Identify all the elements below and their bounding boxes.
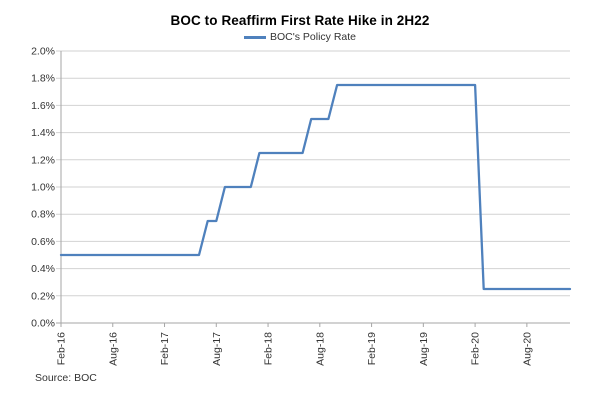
x-tick-label: Aug-16 <box>107 332 119 366</box>
y-tick-label: 1.4% <box>31 127 55 139</box>
x-tick-label: Feb-17 <box>159 332 171 365</box>
x-tick-label: Aug-18 <box>314 332 326 366</box>
y-tick-label: 0.0% <box>31 318 55 330</box>
x-tick-label: Feb-18 <box>263 332 275 365</box>
y-tick-label: 1.2% <box>31 154 55 166</box>
y-tick-label: 0.8% <box>31 209 55 221</box>
y-tick-label: 0.2% <box>31 290 55 302</box>
x-tick-label: Feb-16 <box>56 332 68 365</box>
y-tick-label: 1.8% <box>31 73 55 85</box>
x-tick-label: Feb-20 <box>470 332 482 365</box>
legend-label: BOC's Policy Rate <box>269 31 357 43</box>
policy-rate-line <box>59 83 572 291</box>
legend-line-icon <box>243 35 266 39</box>
y-tick-label: 1.6% <box>31 100 55 112</box>
chart-legend: BOC's Policy Rate <box>0 31 600 43</box>
x-tick-label: Aug-19 <box>418 332 430 366</box>
y-tick-label: 0.6% <box>31 236 55 248</box>
x-tick-label: Feb-19 <box>366 332 378 365</box>
x-tick-label: Aug-17 <box>211 332 223 366</box>
y-tick-label: 1.0% <box>31 182 55 194</box>
chart-title: BOC to Reaffirm First Rate Hike in 2H22 <box>170 13 430 28</box>
source-note: Source: BOC <box>35 372 97 384</box>
y-tick-label: 2.0% <box>31 46 55 58</box>
x-tick-label: Aug-20 <box>521 332 533 366</box>
y-tick-label: 0.4% <box>31 263 55 275</box>
